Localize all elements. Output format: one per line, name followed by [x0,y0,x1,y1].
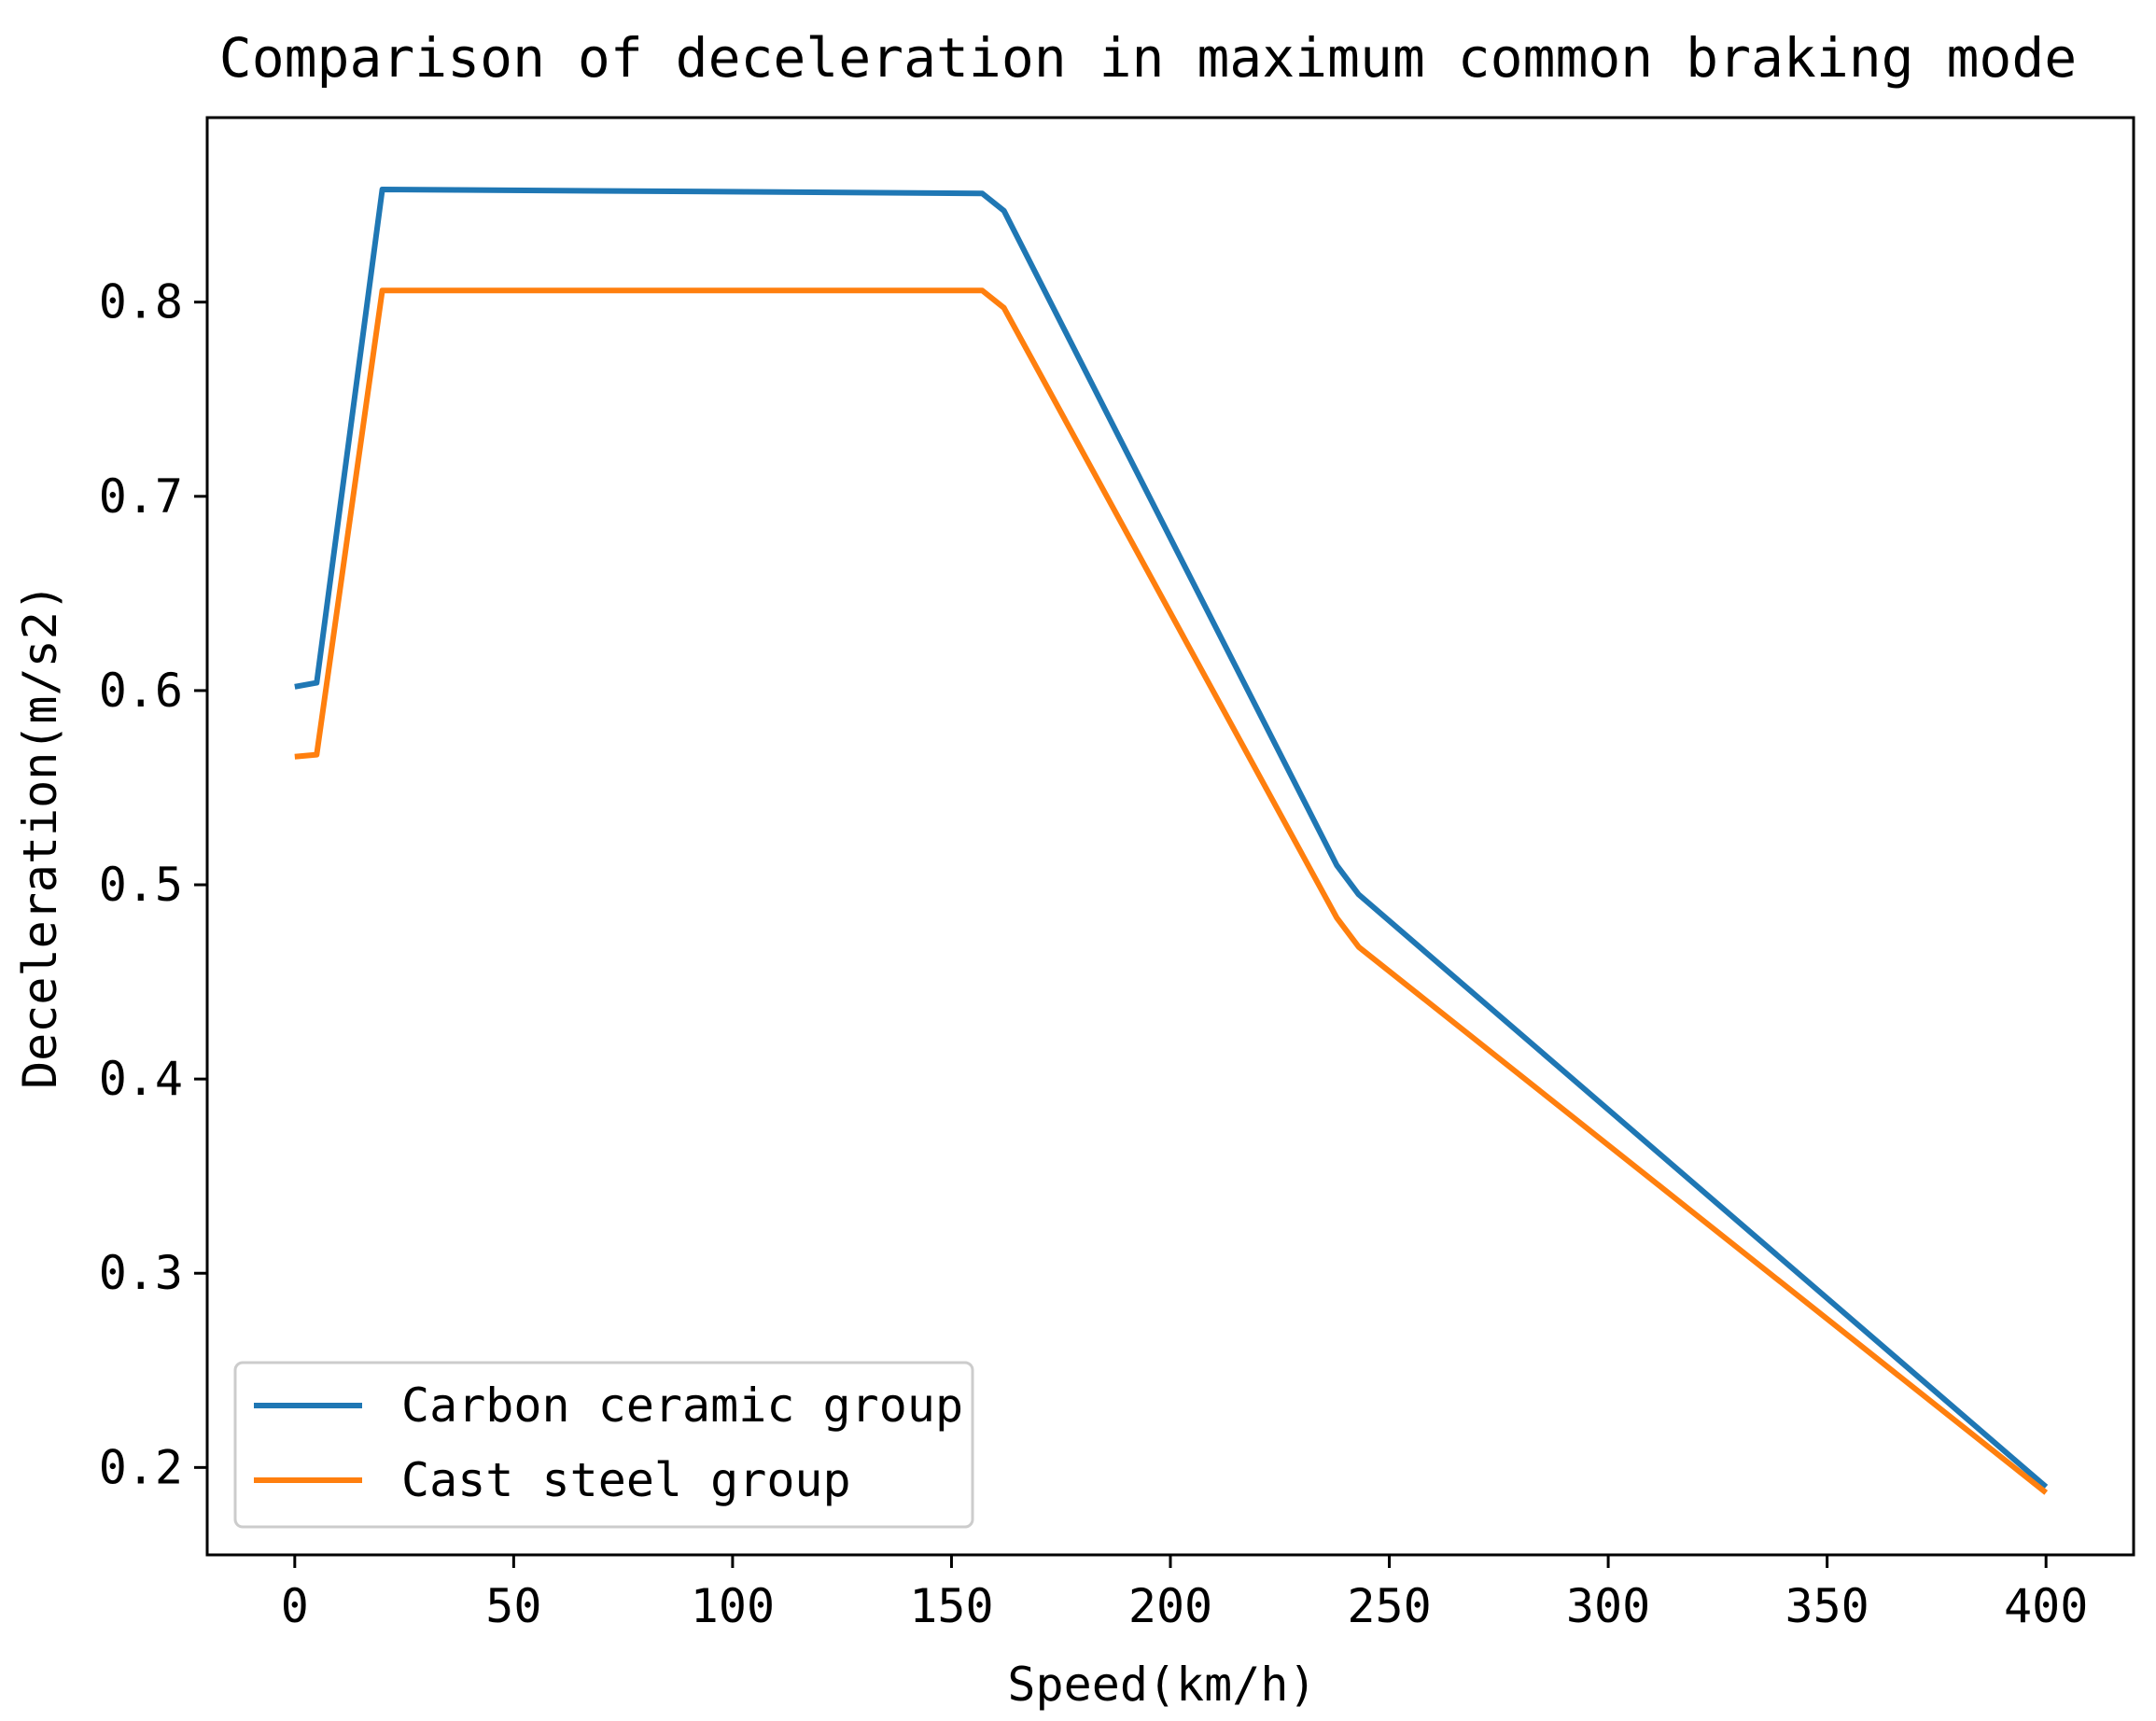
x-tick-label: 350 [1785,1579,1869,1633]
x-tick-label: 300 [1566,1579,1650,1633]
chart-title: Comparison of deceleration in maximum co… [219,26,2077,90]
y-tick-label: 0.6 [99,664,183,718]
x-tick-label: 100 [691,1579,775,1633]
y-tick-label: 0.3 [99,1246,183,1300]
x-axis: 0 50 100 150 200 250 300 350 400 [281,1555,2088,1633]
series-line-1 [294,287,2049,1495]
legend: Carbon ceramic group Cast steel group [233,1361,974,1529]
legend-box [233,1361,974,1529]
legend-label-cast-steel: Cast steel group [401,1453,851,1507]
x-tick-label: 0 [281,1579,309,1633]
x-tick-label: 400 [2004,1579,2088,1633]
series-line-0 [294,187,2049,1490]
x-tick-label: 250 [1347,1579,1431,1633]
x-tick-label: 200 [1128,1579,1212,1633]
x-axis-label: Speed(km/h) [1007,1658,1316,1712]
y-tick-label: 0.4 [99,1052,183,1106]
y-tick-label: 0.5 [99,858,183,912]
plot-frame [205,116,2135,1557]
legend-label-carbon-ceramic: Carbon ceramic group [401,1378,963,1433]
y-axis-label: Deceleration(m/s2) [13,583,67,1089]
x-tick-label: 50 [485,1579,541,1633]
x-tick-label: 150 [909,1579,993,1633]
y-tick-label: 0.2 [99,1440,183,1494]
y-tick-label: 0.8 [99,275,183,329]
y-tick-label: 0.7 [99,469,183,524]
series-layer [294,187,2049,1495]
y-axis: 0.2 0.3 0.4 0.5 0.6 0.7 0.8 [99,275,207,1494]
